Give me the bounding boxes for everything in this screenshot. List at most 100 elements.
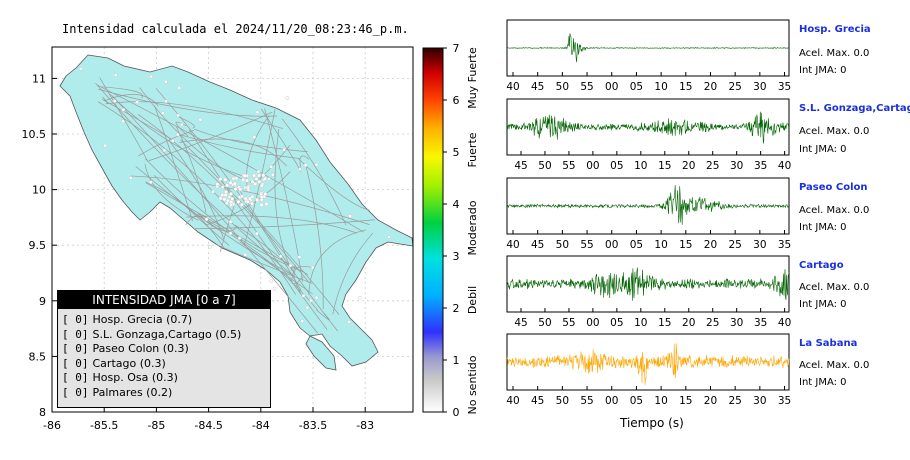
seismogram-tick-label: 50 [556, 395, 569, 407]
seismogram-tick-label: 05 [610, 317, 623, 329]
station-dot [179, 122, 184, 127]
colorbar-tick-label: 0 [453, 406, 460, 419]
seismogram-tick-label: 10 [634, 160, 647, 172]
legend-item: [ 0] Hosp. Grecia (0.7) [58, 313, 270, 328]
station-dot [149, 74, 154, 79]
station-dot [148, 180, 153, 185]
station-dot [128, 176, 133, 180]
station-dot [270, 173, 275, 177]
station-name: S.L. Gonzaga,Cartago [799, 103, 910, 114]
seismogram-tick-label: 00 [586, 317, 599, 329]
station-dot [161, 111, 165, 115]
road [135, 166, 293, 276]
map-tick-label-y: 9 [39, 295, 46, 308]
map-tick-label-y: 10 [32, 184, 46, 197]
road [293, 266, 313, 294]
station-dot [264, 201, 269, 206]
seismogram-tick-label: 15 [679, 81, 692, 93]
road [153, 174, 230, 246]
colorbar-tick-label: 3 [453, 250, 460, 263]
station-dot [305, 305, 310, 310]
station-dot [303, 163, 308, 168]
colorbar-category-label: Fuerte [466, 132, 479, 167]
colorbar-category-label: No sentido [466, 355, 479, 414]
seismogram-tick-label: 40 [506, 395, 519, 407]
road [144, 181, 225, 249]
map-tick-label-x: -84 [252, 419, 270, 432]
seismogram-tick-label: 10 [654, 239, 667, 251]
seismogram-tick-label: 50 [556, 239, 569, 251]
road [332, 232, 374, 315]
station-dot [298, 167, 302, 171]
seismogram-tick-label: 40 [778, 160, 791, 172]
road [193, 219, 375, 230]
seismogram-tick-label: 45 [531, 81, 544, 93]
station-dot [225, 183, 230, 188]
station-dot [253, 181, 258, 186]
station-dot [282, 147, 286, 152]
station-dot [269, 165, 273, 169]
seismogram-panel: 45 50 55 00 05 10 15 20 25 30 35 40 [506, 255, 791, 329]
station-name: La Sabana [799, 338, 858, 349]
legend-item-label: Hosp. Grecia (0.7) [92, 313, 193, 326]
colorbar-tick-label: 6 [453, 94, 460, 107]
colorbar-tick-label: 7 [453, 42, 460, 55]
station-dot [135, 100, 139, 104]
legend-item-level: [ 0] [62, 356, 89, 370]
road [178, 116, 195, 129]
station-dot [252, 135, 257, 140]
legend-item-label: Palmares (0.2) [92, 385, 173, 399]
seismogram-tick-label: 15 [658, 160, 671, 172]
station-dot [255, 198, 260, 203]
legend-list: [ 0] Hosp. Grecia (0.7) [ 0] S.L. Gonzaga,… [58, 313, 270, 400]
colorbar-category-label: Muy Fuerte [466, 47, 479, 109]
seismogram-tick-label: 40 [506, 81, 519, 93]
colorbar-tick-label: 5 [453, 146, 460, 159]
seismogram-trace [506, 33, 790, 63]
seismogram-tick-label: 25 [706, 317, 719, 329]
station-dot [113, 73, 118, 77]
seismogram-tick-label: 00 [605, 395, 618, 407]
station-dot [164, 79, 168, 84]
road [98, 88, 277, 117]
map-tick-label-x: -86 [43, 419, 61, 432]
seismogram-tick-label: 00 [605, 81, 618, 93]
road [281, 118, 347, 226]
map-tick-label-x: -84.5 [194, 419, 222, 432]
legend-item-level: [ 0] [62, 342, 89, 355]
road [145, 182, 309, 275]
station-dot [220, 192, 225, 197]
map-tick-label-x: -83 [356, 419, 374, 432]
legend-item-level: [ 0] [62, 313, 89, 326]
road [101, 86, 143, 99]
station-dot [112, 99, 117, 103]
station-dot [301, 293, 306, 298]
station-dot [241, 177, 246, 182]
legend-item-label: Cartago (0.3) [92, 356, 166, 370]
map-frame [51, 46, 414, 413]
map-tick-label-x: -85 [147, 419, 165, 432]
station-dot [228, 191, 233, 196]
station-dot [285, 96, 290, 100]
seismogram-tick-label: 30 [730, 317, 743, 329]
seismogram-tick-label: 20 [704, 239, 717, 251]
seismogram-tick-label: 20 [704, 81, 717, 93]
station-dot [314, 295, 319, 300]
station-dot [211, 189, 215, 194]
seismogram-trace [506, 267, 790, 301]
intensity-colorbar [422, 47, 444, 413]
road [291, 265, 304, 285]
seismogram-tick-label: 30 [753, 395, 766, 407]
road [194, 128, 308, 153]
seismogram-tick-label: 20 [682, 160, 695, 172]
seismogram-tick-label: 55 [580, 239, 593, 251]
station-dot [257, 179, 262, 184]
station-int-jma: Int JMA: 0 [799, 144, 847, 155]
road [97, 101, 296, 295]
station-dot [245, 178, 250, 183]
station-dot [300, 319, 305, 323]
station-dot [237, 236, 242, 240]
map-tick-label-y: 8 [39, 406, 46, 419]
time-axis-label: Tiempo (s) [620, 416, 684, 430]
station-dot [215, 182, 220, 187]
